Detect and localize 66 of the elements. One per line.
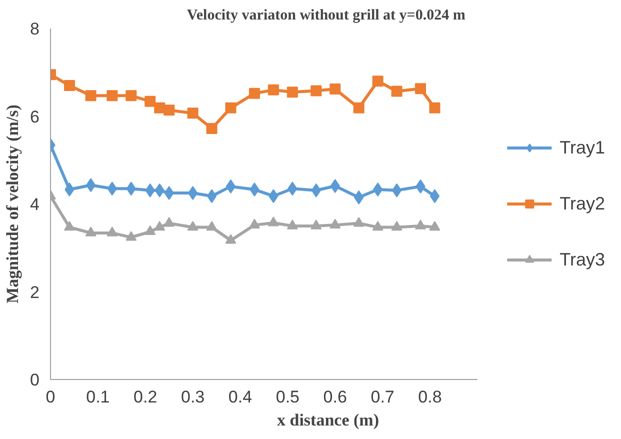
point <box>126 90 137 102</box>
point <box>391 86 402 97</box>
point <box>372 182 383 197</box>
point <box>126 231 137 241</box>
y-tick-label: 2 <box>30 282 40 302</box>
y-tick-label: 4 <box>30 195 40 214</box>
point <box>64 220 75 231</box>
point <box>430 189 440 204</box>
point <box>286 220 298 230</box>
x-tick-label: 0.1 <box>86 388 110 406</box>
point <box>392 183 402 198</box>
x-tick-label: 0.4 <box>228 388 252 406</box>
point <box>86 178 96 192</box>
point <box>85 90 96 102</box>
point <box>85 226 96 236</box>
point <box>268 216 279 226</box>
x-axis-title: x distance (m) <box>277 410 379 430</box>
point <box>248 88 260 99</box>
point <box>154 220 166 231</box>
point <box>206 220 218 231</box>
point <box>225 234 236 244</box>
legend-label: Tray1 <box>560 137 605 158</box>
point <box>372 220 384 231</box>
point <box>164 104 175 116</box>
point <box>226 179 236 194</box>
point <box>187 108 198 119</box>
y-tick-label: 8 <box>30 20 40 38</box>
point <box>330 84 341 95</box>
point <box>330 218 341 228</box>
point <box>268 84 279 96</box>
point <box>310 220 322 230</box>
point <box>372 76 384 87</box>
point <box>391 220 402 231</box>
point <box>429 102 440 114</box>
point <box>106 90 118 102</box>
y-axis-title: Magnitude of velocity (m/s) <box>3 104 22 304</box>
point <box>225 102 236 114</box>
point <box>144 225 156 236</box>
legend-label: Tray3 <box>560 249 605 270</box>
point <box>144 96 156 107</box>
x-tick-label: 0.5 <box>276 388 300 406</box>
chart-title: Velocity variaton without grill at y=0.024 m <box>186 8 466 24</box>
point <box>188 186 198 200</box>
x-tick-label: 0.3 <box>180 388 205 406</box>
x-tick-label: 0.6 <box>323 388 347 406</box>
point <box>206 189 217 204</box>
x-tick-label: 0.2 <box>134 388 158 406</box>
point <box>64 80 75 92</box>
point <box>415 83 426 94</box>
x-tick-label: 0.8 <box>418 388 442 406</box>
point <box>310 85 322 96</box>
point <box>429 220 440 231</box>
point <box>353 102 364 114</box>
x-tick-label: 0.7 <box>370 388 394 406</box>
point <box>286 86 298 98</box>
y-tick-label: 6 <box>30 107 40 126</box>
point <box>106 226 118 236</box>
point <box>206 123 218 134</box>
y-tick-label: 0 <box>30 370 40 390</box>
legend-label: Tray2 <box>560 193 605 214</box>
point <box>248 218 260 228</box>
point <box>353 217 364 227</box>
point <box>164 217 175 227</box>
point <box>415 220 426 230</box>
x-tick-label: 0 <box>46 388 56 406</box>
point <box>187 220 198 231</box>
